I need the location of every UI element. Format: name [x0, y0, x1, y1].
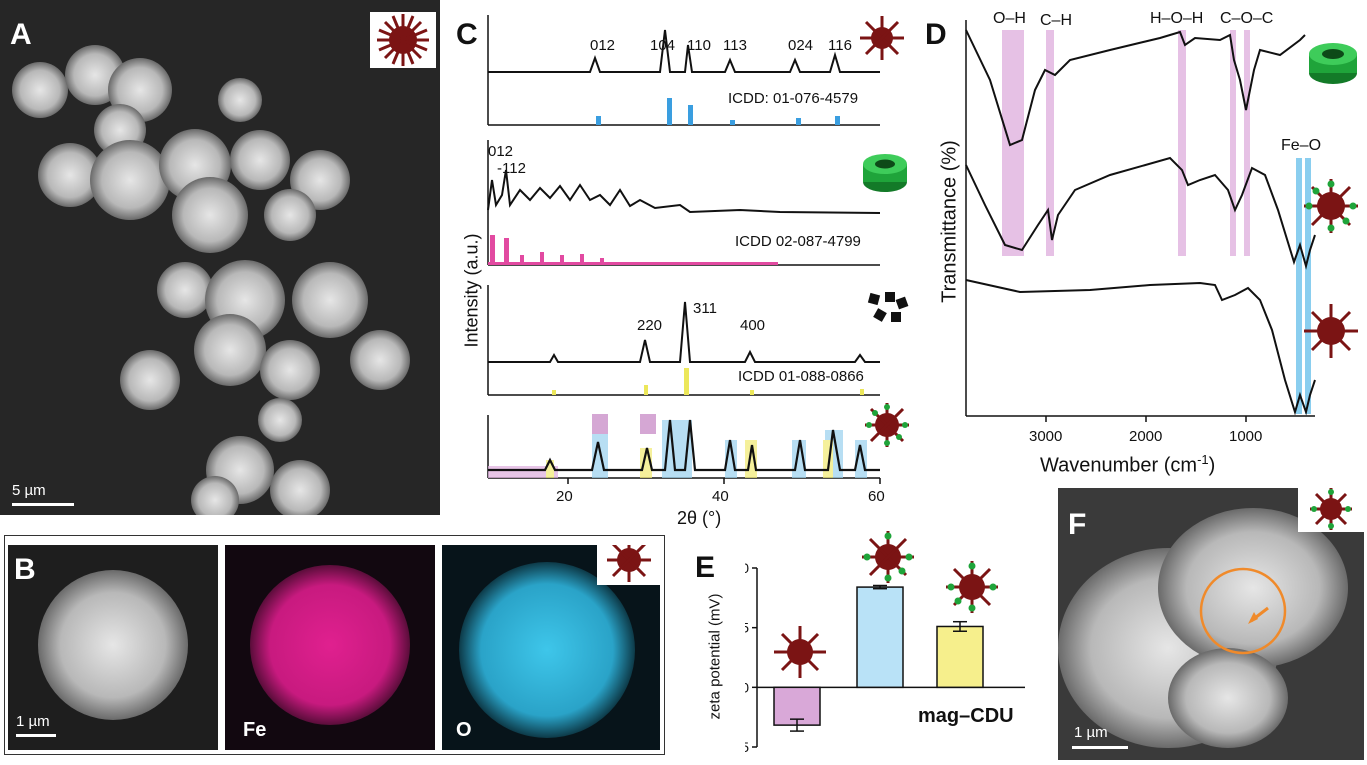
ftir-chart [965, 20, 1316, 422]
panel-label-f: F [1068, 508, 1087, 541]
mag-cdu-icon [1298, 488, 1364, 532]
ftir-xlabel-sup: -1 [1197, 452, 1209, 467]
hkl-label: 116 [828, 37, 852, 54]
zeta-ytick-label: -15 [745, 739, 749, 755]
band-label: C–H [1040, 12, 1073, 29]
zeta-bar [936, 625, 984, 689]
ftir-ylabel: Transmittance (%) [938, 140, 961, 303]
highlight-circle [1199, 567, 1287, 655]
hkl-label: 012 [590, 37, 616, 54]
ftir-xtick: 2000 [1129, 428, 1163, 445]
zeta-bar [856, 586, 904, 689]
icdd-ref-magnetite: ICDD 01-088-0866 [738, 368, 864, 385]
hematite-icon [370, 12, 436, 68]
magnetite-icon [867, 292, 909, 322]
mag-cdu-icon [1304, 179, 1358, 233]
hkl-label: 113 [723, 37, 747, 54]
zeta-ylabel: zeta potential (mV) [706, 593, 724, 720]
xrd-chart [487, 15, 881, 484]
band-label: H–O–H [1150, 10, 1204, 27]
zeta-ytick-label: 30 [745, 560, 749, 576]
eds-map-o: O [442, 545, 660, 750]
band-label: O–H [993, 10, 1026, 27]
hkl-label: 104 [650, 37, 676, 54]
ftir-xlabel-text: Wavenumber (cm [1040, 454, 1198, 477]
icdd-ref-cd: ICDD 02-087-4799 [735, 233, 861, 250]
mag-cdu-icon [865, 403, 909, 447]
hkl-label: 400 [740, 317, 766, 334]
ftir-xtick: 3000 [1029, 428, 1063, 445]
scalebar-f [1072, 746, 1128, 749]
panel-label-b: B [14, 553, 36, 586]
mag-cdu-annotation: mag–CDU [918, 705, 1014, 727]
cyclodextrin-icon [863, 154, 907, 192]
hkl-label: 311 [693, 300, 717, 317]
xrd-xlabel: 2θ (°) [677, 508, 722, 528]
panel-b-frame [4, 535, 665, 755]
icdd-ref-hematite: ICDD: 01-076-4579 [728, 90, 859, 107]
scalebar-a [12, 503, 74, 506]
ftir-xtick: 1000 [1229, 428, 1263, 445]
hkl-label: 012 [488, 143, 514, 160]
sem-texture-a [0, 0, 440, 515]
panel-label-d: D [925, 18, 947, 51]
zeta-ytick-label: 15 [745, 620, 749, 636]
hematite-icon [860, 16, 904, 60]
xrd-xtick: 20 [556, 488, 573, 505]
panel-label-c: C [456, 18, 478, 51]
hkl-label: 220 [637, 317, 663, 334]
band-label: Fe–O [1281, 137, 1322, 154]
xrd-xtick: 40 [712, 488, 729, 505]
hkl-label: 110 [687, 37, 711, 54]
scalebar-label-f: 1 µm [1074, 724, 1108, 741]
band-label: C–O–C [1220, 10, 1274, 27]
hkl-label: -112 [497, 160, 526, 177]
ftir-xlabel: Wavenumber (cm-1) [1040, 452, 1215, 478]
ftir-xlabel-end: ) [1208, 454, 1216, 477]
zeta-ytick-label: 0 [745, 679, 749, 695]
hematite-icon [774, 626, 826, 678]
sem-image-f: F 1 µm [1058, 488, 1364, 760]
panel-label-a: A [10, 18, 32, 51]
zeta-chart: 30 15 0 -15 [745, 560, 1025, 755]
eds-label-fe: Fe [243, 719, 267, 741]
cyclodextrin-icon [1309, 43, 1357, 84]
mag-cdu-icon [946, 561, 998, 613]
hematite-icon [1304, 304, 1358, 358]
eds-label-o: O [456, 719, 472, 741]
eds-map-fe: Fe [225, 545, 435, 750]
hkl-label: 024 [788, 37, 814, 54]
scalebar-b [16, 734, 56, 737]
scalebar-label-b: 1 µm [16, 713, 50, 730]
xrd-xtick: 60 [868, 488, 885, 505]
sem-image-a: A 5 µm [0, 0, 440, 515]
scalebar-label-a: 5 µm [12, 482, 46, 499]
hematite-icon [597, 545, 660, 585]
panel-label-e: E [695, 551, 716, 584]
sem-image-b: B 1 µm [8, 545, 218, 750]
mag-cdu-icon [862, 531, 914, 583]
